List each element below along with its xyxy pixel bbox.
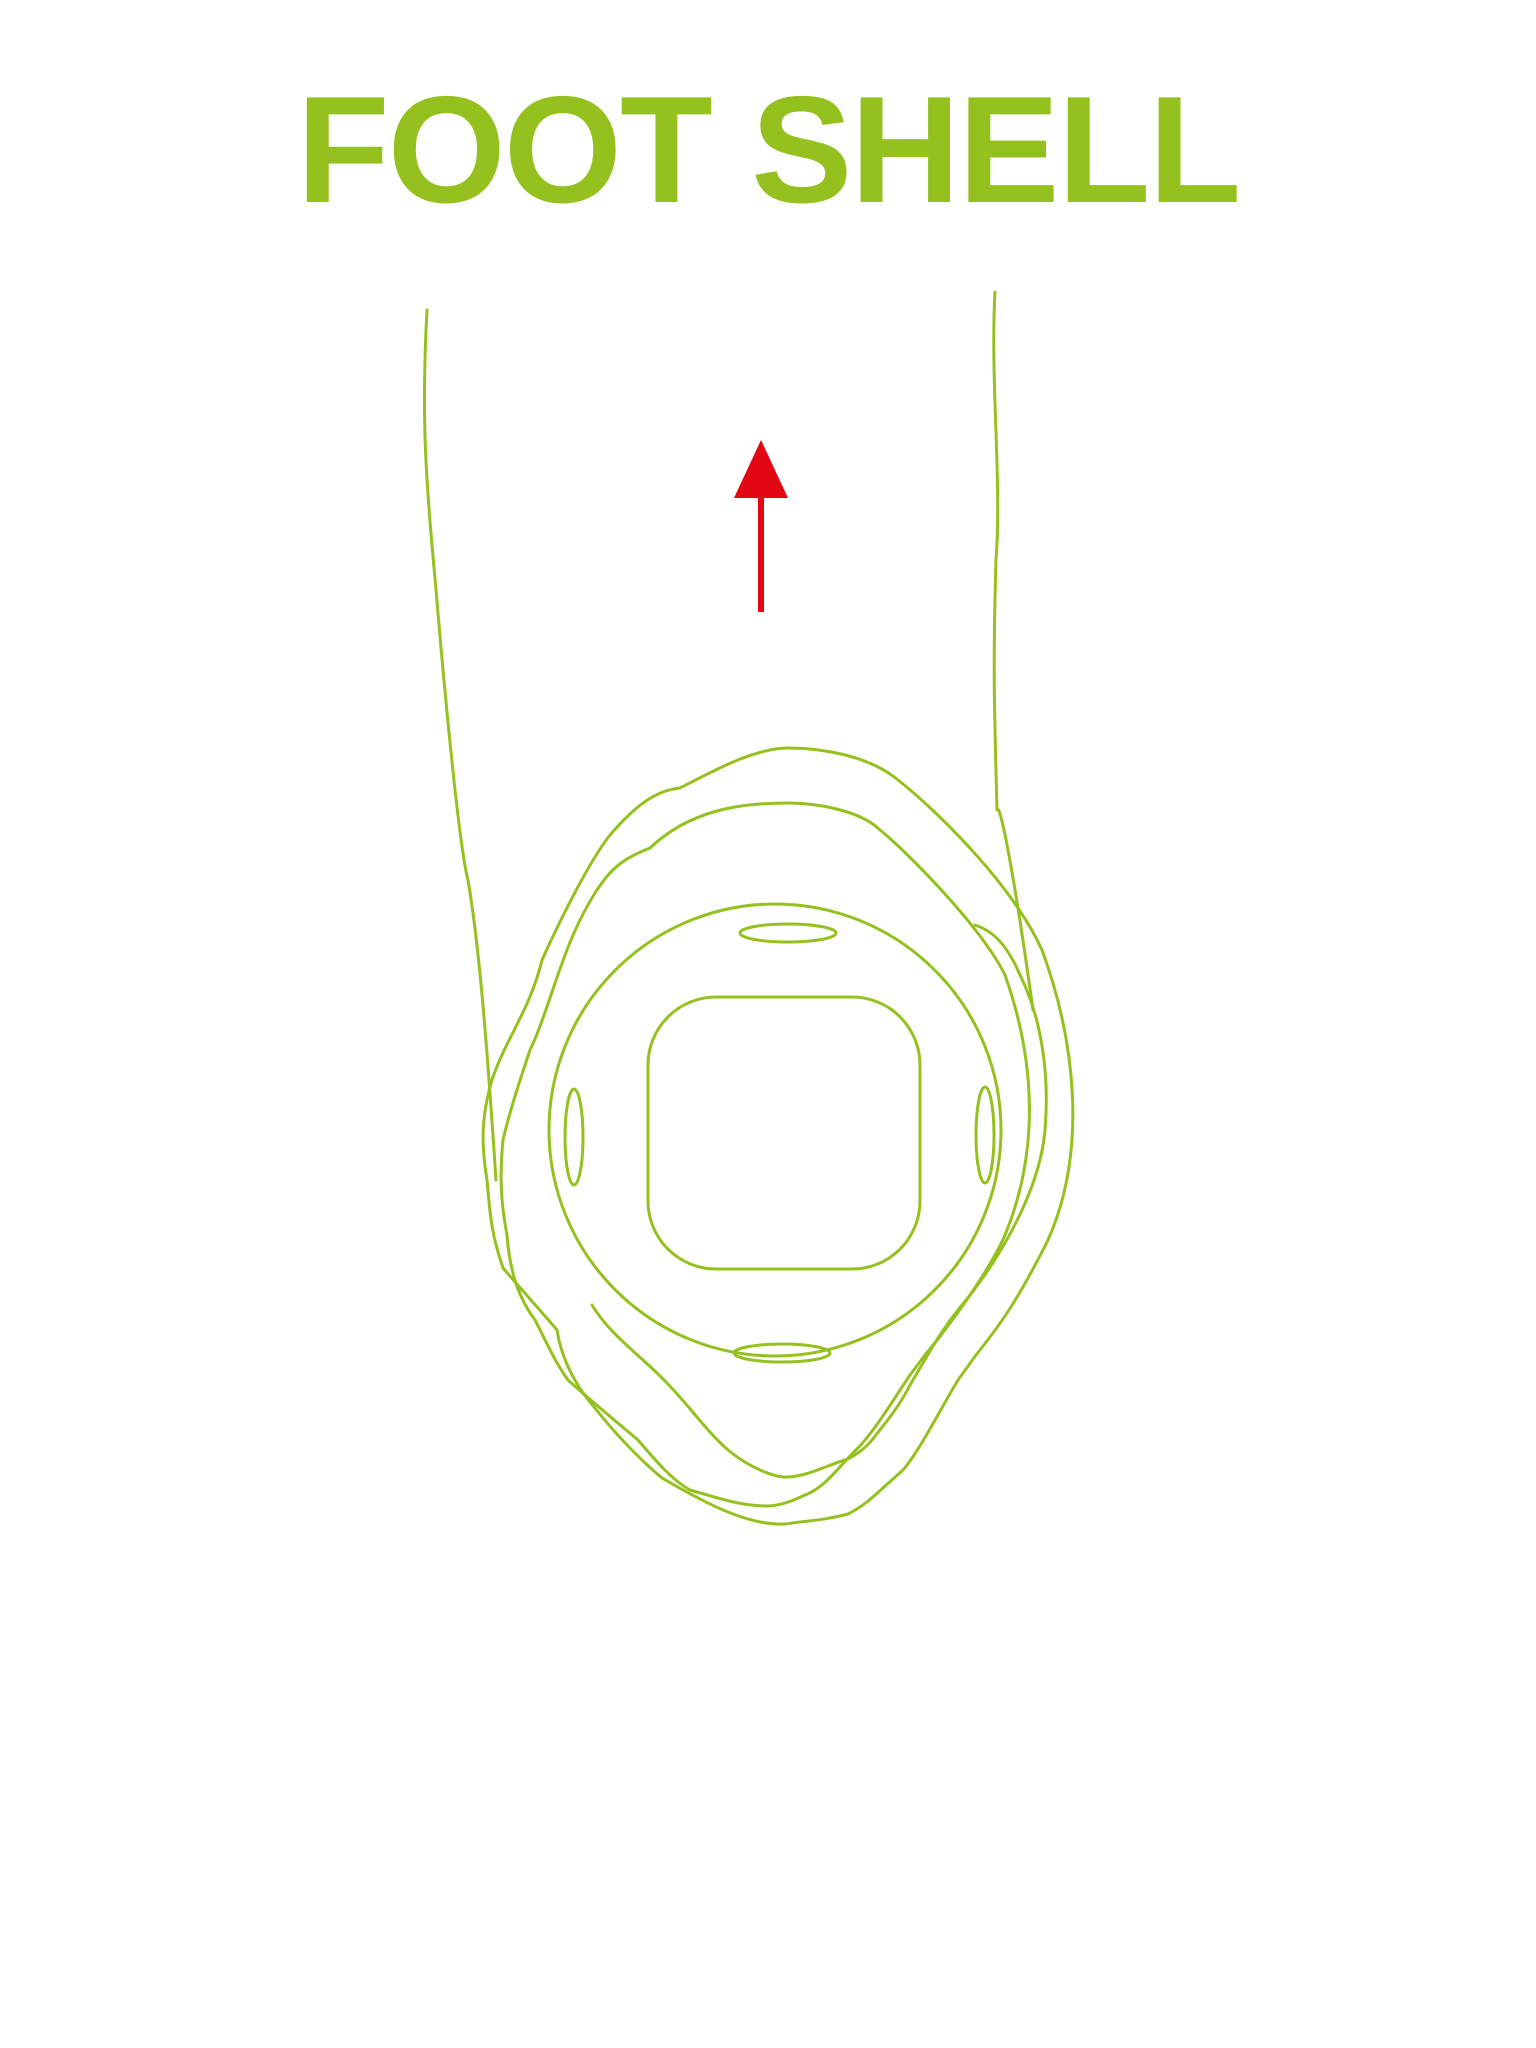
outer-shell-outline: [481, 746, 1075, 1526]
leg-left-outline: [422, 308, 498, 1182]
arrow-head: [734, 440, 788, 498]
center-plate: [646, 995, 922, 1271]
mounting-slot-right: [974, 1085, 996, 1185]
leg-right-outline: [992, 290, 1035, 1012]
mounting-slot-bottom: [732, 1342, 832, 1364]
mounting-slot-top: [738, 922, 838, 944]
binding-ring: [547, 902, 1003, 1358]
inner-shell-outline: [590, 923, 1048, 1479]
page-title: FOOT SHELL: [296, 65, 1242, 235]
mounting-slot-left: [563, 1087, 585, 1187]
middle-shell-outline: [499, 801, 1031, 1508]
arrow-up-icon: [734, 440, 788, 612]
